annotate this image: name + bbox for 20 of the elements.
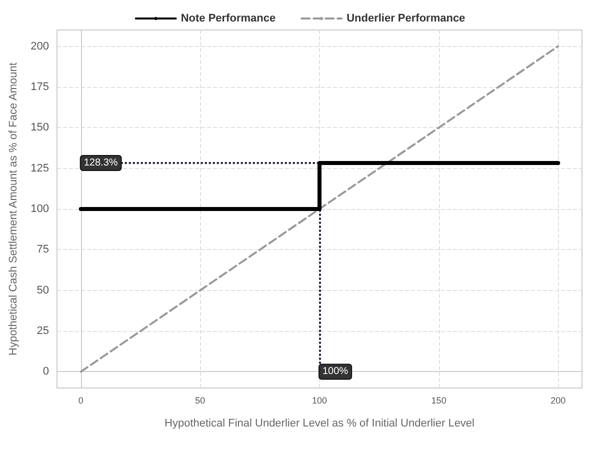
y-tick-label: 125 [30,162,49,174]
y-tick-label: 25 [36,325,49,338]
ref-line-label: 100% [322,366,348,378]
x-axis-title: Hypothetical Final Underlier Level as % of Initial Underlier Level [164,418,474,430]
y-tick-label: 100 [30,203,49,215]
y-tick-label: 150 [30,122,49,134]
y-tick-label: 50 [36,284,49,296]
legend-label: Underlier Performance [346,12,466,24]
x-tick-label: 0 [78,396,84,406]
y-axis-title: Hypothetical Cash Settlement Amount as % of Face Amount [8,62,20,356]
x-tick-label: 100 [312,396,328,406]
y-tick-label: 75 [36,244,49,256]
x-tick-label: 200 [550,396,566,406]
x-tick-label: 150 [431,396,446,406]
x-tick-label: 50 [195,396,206,406]
y-tick-label: 200 [30,40,49,52]
y-tick-label: 175 [30,80,49,93]
ref-line-label: 128.3% [84,157,118,168]
legend-label: Note Performance [180,12,276,24]
y-tick-label: 0 [42,366,49,378]
